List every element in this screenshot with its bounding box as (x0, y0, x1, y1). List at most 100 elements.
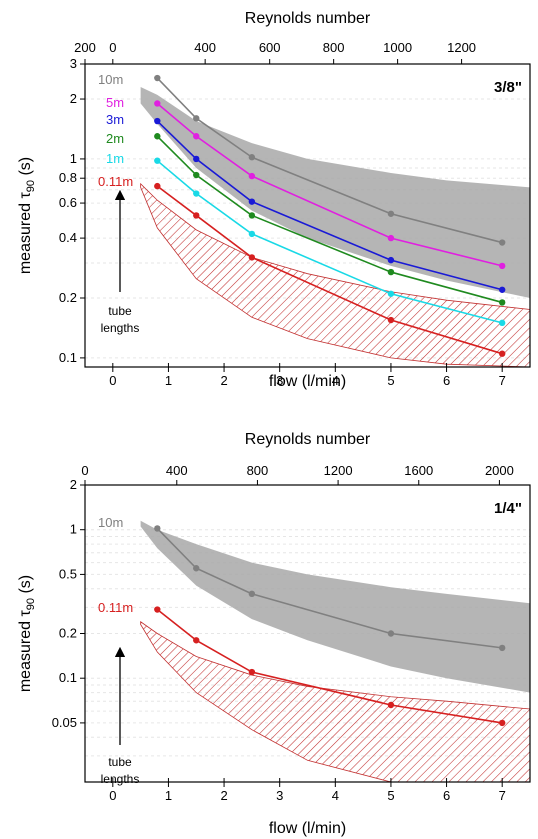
y-tick-label: 0.1 (59, 670, 77, 685)
legend-label-0.11m: 0.11m (98, 174, 133, 189)
data-point-0.11m (248, 254, 256, 261)
x-axis-title: flow (l/min) (269, 373, 346, 390)
x-tick-label: 5 (387, 373, 394, 388)
x-tick-label: 2 (220, 788, 227, 803)
data-point-10m (248, 590, 256, 598)
y-axis-title-main: measured τ (17, 192, 34, 275)
top-tick-label: 1000 (383, 40, 412, 55)
legend-label-0.11m: 0.11m (98, 600, 133, 615)
legend-label-1m: 1m (106, 151, 124, 166)
data-point-0.11m (154, 182, 161, 190)
x-tick-label: 7 (499, 373, 506, 388)
chart-panel-bottom: 10m 0.11m 0 1 2 3 4 5 6 7 0 400 800 1200 1600 2000 0.05 0… (17, 431, 531, 837)
data-point-2m (387, 268, 395, 276)
data-point-5m (248, 172, 256, 180)
data-point-3m (498, 286, 506, 293)
annotation-line-1: tube (108, 755, 132, 769)
top-tick-label: 2000 (485, 463, 514, 478)
annotation-line-1: tube (108, 304, 132, 318)
chart-panel-top: 10m 5m 3m 2m 1m 0.11m 0 1 2 3 4 5 6 7 0 200 400 600 800 100… (17, 10, 531, 390)
y-axis-title-sub: 90 (25, 180, 37, 192)
y-tick-label: 3 (70, 56, 77, 71)
data-point-2m (154, 133, 161, 140)
top-tick-label: 800 (323, 40, 345, 55)
data-point-10m (193, 115, 200, 122)
y-axis-title-unit: (s) (17, 157, 34, 180)
data-point-1m (154, 157, 161, 164)
plot-frame (84, 63, 531, 368)
data-point-3m (193, 155, 200, 163)
x-tick-label: 4 (332, 373, 339, 388)
data-point-0.11m (498, 350, 506, 357)
top-tick-label: 0 (81, 463, 88, 478)
data-point-2m (498, 299, 506, 306)
data-point-1m (193, 190, 200, 197)
data-point-3m (248, 198, 256, 205)
data-point-10m (154, 525, 161, 532)
x-tick-label: 4 (332, 788, 339, 803)
data-point-10m (387, 630, 395, 637)
legend-label-2m: 2m (106, 131, 124, 146)
x-tick-label: 5 (387, 788, 394, 803)
data-point-5m (193, 133, 200, 140)
x-tick-label: 2 (220, 373, 227, 388)
top-tick-label: 1600 (404, 463, 433, 478)
annotation-line-2: lengths (101, 772, 140, 786)
gray-uncertainty-band (140, 520, 530, 693)
y-tick-label: 0.6 (59, 195, 77, 210)
y-axis-title-unit: (s) (17, 575, 34, 598)
panel-label: 3/8" (494, 79, 522, 96)
data-point-10m (248, 154, 256, 161)
panel-label: 1/4" (494, 500, 522, 517)
top-tick-label: 0 (109, 40, 116, 55)
y-tick-label: 1 (70, 522, 77, 537)
y-axis-title: measured τ90 (s) (17, 575, 37, 692)
data-point-0.11m (193, 212, 200, 219)
top-tick-label: 600 (259, 40, 281, 55)
data-point-0.11m (387, 701, 395, 709)
y-tick-label: 0.5 (59, 566, 77, 581)
y-tick-label: 0.2 (59, 290, 77, 305)
data-point-1m (387, 290, 395, 297)
x-tick-label: 6 (443, 788, 450, 803)
top-axis-title: Reynolds number (245, 431, 371, 448)
data-point-10m (387, 210, 395, 217)
data-point-3m (154, 117, 161, 125)
top-tick-label: 200 (74, 40, 96, 55)
top-tick-label: 1200 (447, 40, 476, 55)
top-tick-label: 1200 (324, 463, 353, 478)
y-tick-label: 0.2 (59, 626, 77, 641)
data-point-0.11m (154, 606, 161, 613)
data-point-5m (498, 262, 506, 270)
x-tick-label: 1 (165, 788, 172, 803)
data-point-10m (193, 565, 200, 572)
data-point-5m (154, 100, 161, 107)
y-tick-label: 0.05 (52, 715, 77, 730)
y-tick-label: 0.8 (59, 170, 77, 185)
x-tick-label: 1 (165, 373, 172, 388)
data-point-10m (498, 239, 506, 246)
data-point-1m (498, 319, 506, 327)
y-tick-label: 1 (70, 151, 77, 166)
y-tick-label: 2 (70, 477, 77, 492)
y-tick-label: 2 (70, 91, 77, 106)
data-point-3m (387, 256, 395, 264)
x-tick-label: 3 (276, 373, 283, 388)
top-tick-label: 400 (194, 40, 216, 55)
legend-label-5m: 5m (106, 95, 124, 110)
data-point-0.11m (193, 637, 200, 644)
x-tick-label: 6 (443, 373, 450, 388)
x-tick-label: 3 (276, 788, 283, 803)
x-tick-label: 0 (109, 788, 116, 803)
data-point-5m (387, 234, 395, 242)
legend-label-3m: 3m (106, 112, 124, 127)
x-axis-title: flow (l/min) (269, 820, 346, 837)
y-tick-label: 0.1 (59, 350, 77, 365)
y-tick-label: 0.4 (59, 230, 77, 245)
data-point-10m (154, 74, 161, 82)
data-point-2m (193, 171, 200, 179)
legend-label-10m: 10m (98, 72, 123, 87)
y-axis-title-main: measured τ (17, 610, 34, 693)
data-point-0.11m (498, 719, 506, 727)
